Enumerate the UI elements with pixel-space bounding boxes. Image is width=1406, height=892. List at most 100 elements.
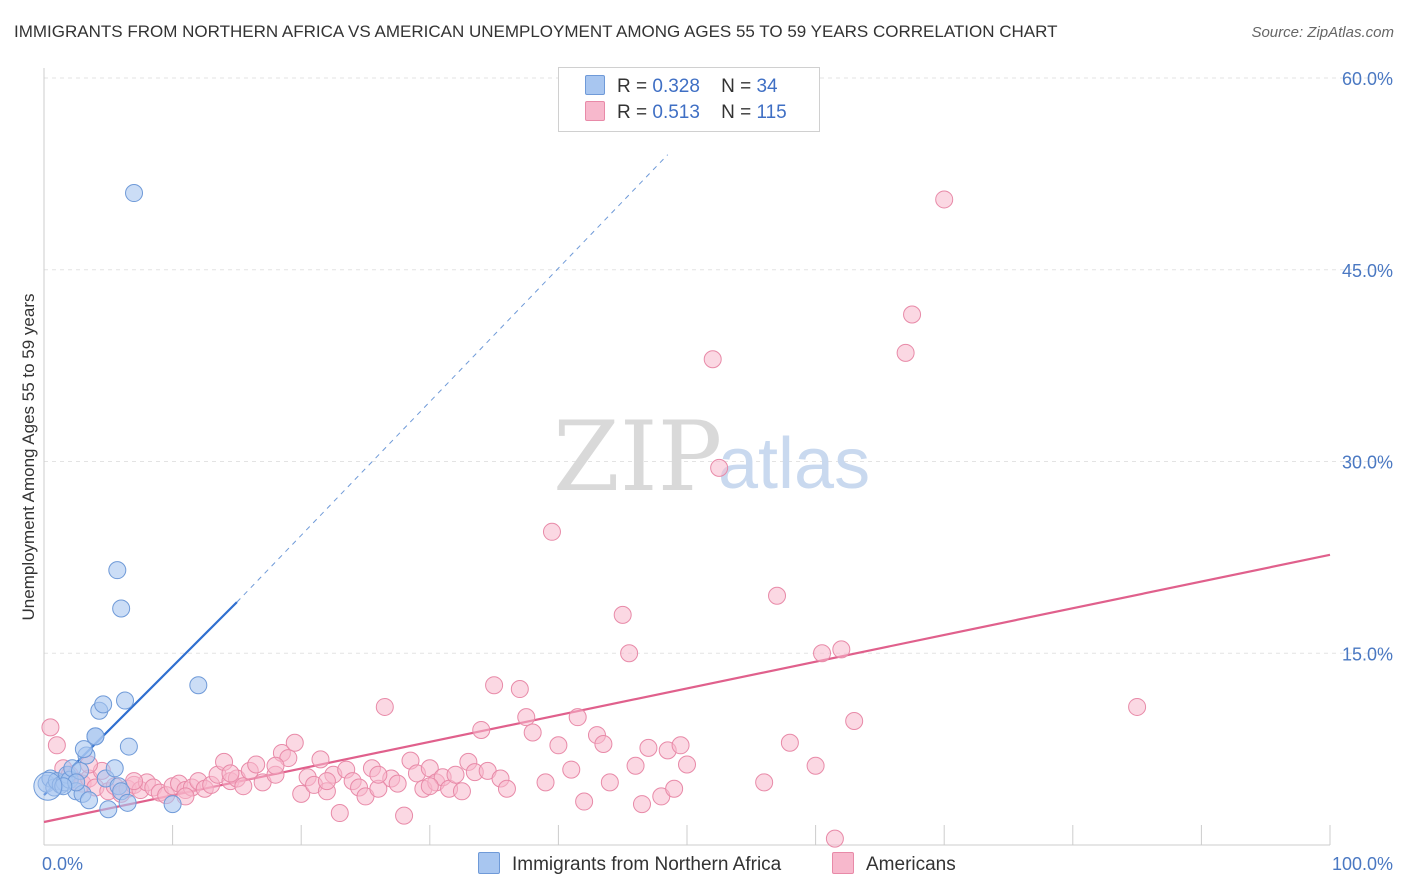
americans-point-51 (375, 697, 394, 716)
immigrants-point-29 (163, 795, 182, 814)
americans-point-32 (247, 755, 266, 774)
americans-point-94 (710, 458, 729, 477)
immigrants-point-17 (74, 740, 93, 759)
americans-point-78 (568, 708, 587, 727)
tick-labels: 15.0% 30.0% 45.0% 60.0% 0.0% 100.0% (42, 69, 1393, 874)
watermark-zip: ZIP (553, 401, 722, 513)
chart-title: IMMIGRANTS FROM NORTHERN AFRICA VS AMERI… (14, 22, 1058, 41)
americans-point-44 (330, 804, 349, 823)
y-tick-label-0: 15.0% (1342, 644, 1393, 664)
americans-point-1 (47, 736, 66, 755)
americans-point-95 (755, 773, 774, 792)
data-points (33, 184, 1147, 848)
americans-point-93 (703, 350, 722, 369)
series-swatch-blue (478, 852, 500, 874)
series-legend-blue: Immigrants from Northern Africa (478, 852, 781, 878)
americans-point-101 (832, 640, 851, 659)
americans-point-91 (671, 736, 690, 755)
americans-point-97 (780, 733, 799, 752)
americans-point-106 (1128, 697, 1147, 716)
legend-blue-r-label: R = (617, 76, 648, 97)
watermark: ZIP atlas (553, 401, 870, 513)
immigrants-point-cluster (33, 771, 63, 801)
immigrants-point-28 (108, 561, 127, 580)
americans-point-66 (472, 720, 491, 739)
legend-blue-n-label: N = (721, 76, 752, 97)
americans-point-38 (292, 784, 311, 803)
americans-point-96 (768, 586, 787, 605)
americans-point-83 (613, 605, 632, 624)
americans-point-84 (620, 644, 639, 663)
source-label: Source: ZipAtlas.com (1251, 24, 1394, 41)
americans-point-99 (813, 644, 832, 663)
series-name-blue: Immigrants from Northern Africa (512, 854, 782, 875)
americans-point-77 (562, 760, 581, 779)
legend-blue-n-value: 34 (756, 76, 778, 97)
americans-point-85 (626, 756, 645, 775)
immigrants-point-31 (86, 727, 105, 746)
legend-swatch-blue (585, 75, 605, 95)
y-tick-label-3: 60.0% (1342, 69, 1393, 89)
americans-point-0 (41, 718, 60, 737)
immigrants-point-19 (105, 759, 124, 778)
americans-point-75 (542, 522, 561, 541)
americans-point-71 (510, 680, 529, 699)
correlation-legend: R = 0.328 N = 34 R = 0.513 N = 115 (558, 67, 820, 132)
watermark-atlas: atlas (718, 424, 870, 504)
blue-trend-extension (236, 154, 669, 603)
legend-pink-n-label: N = (721, 102, 752, 123)
americans-point-63 (452, 782, 471, 801)
americans-point-62 (446, 765, 465, 784)
legend-pink-r-value: 0.513 (652, 102, 700, 123)
americans-point-54 (395, 806, 414, 825)
y-tick-label-1: 30.0% (1342, 453, 1393, 473)
x-tick-label-0: 0.0% (42, 854, 83, 874)
americans-point-87 (639, 738, 658, 757)
americans-point-109 (317, 772, 336, 791)
immigrants-point-16 (94, 695, 113, 714)
legend-row-blue: R = 0.328 N = 34 (585, 75, 778, 101)
americans-point-74 (536, 773, 555, 792)
immigrants-point-22 (118, 793, 137, 812)
legend-pink-n-value: 115 (756, 102, 787, 123)
americans-point-100 (825, 829, 844, 848)
axes (43, 68, 1331, 846)
x-tick-label-1: 100.0% (1332, 854, 1393, 874)
americans-point-110 (369, 765, 388, 784)
grid-lines (44, 77, 1392, 654)
immigrants-point-26 (99, 800, 118, 819)
y-axis-label: Unemployment Among Ages 55 to 59 years (19, 294, 38, 621)
americans-point-90 (665, 779, 684, 798)
series-name-pink: Americans (866, 854, 956, 875)
immigrants-point-27 (112, 599, 131, 618)
americans-point-92 (678, 755, 696, 774)
immigrants-point-30 (189, 676, 208, 695)
legend-row-pink: R = 0.513 N = 115 (585, 101, 787, 127)
legend-blue-r-value: 0.328 (652, 76, 700, 97)
immigrants-point-23 (116, 691, 135, 710)
americans-point-102 (845, 712, 864, 731)
legend-swatch-pink (585, 101, 605, 121)
series-swatch-pink (832, 852, 854, 874)
americans-point-81 (594, 735, 613, 754)
americans-point-70 (497, 779, 516, 798)
immigrants-point-24 (119, 737, 138, 756)
americans-point-111 (420, 777, 439, 796)
americans-point-53 (388, 774, 407, 793)
americans-point-86 (632, 795, 651, 814)
immigrants-point-13 (80, 791, 99, 810)
americans-point-68 (485, 676, 504, 695)
americans-point-103 (896, 343, 915, 362)
americans-point-79 (575, 792, 594, 811)
americans-point-108 (266, 756, 285, 775)
americans-point-37 (285, 733, 304, 752)
americans-point-82 (600, 773, 619, 792)
americans-point-30 (234, 777, 253, 796)
americans-point-105 (935, 190, 954, 209)
legend-pink-r-label: R = (617, 102, 648, 123)
series-legend-pink: Americans (832, 852, 956, 878)
y-tick-label-2: 45.0% (1342, 261, 1393, 281)
americans-point-41 (311, 750, 330, 769)
americans-point-107 (221, 764, 240, 783)
